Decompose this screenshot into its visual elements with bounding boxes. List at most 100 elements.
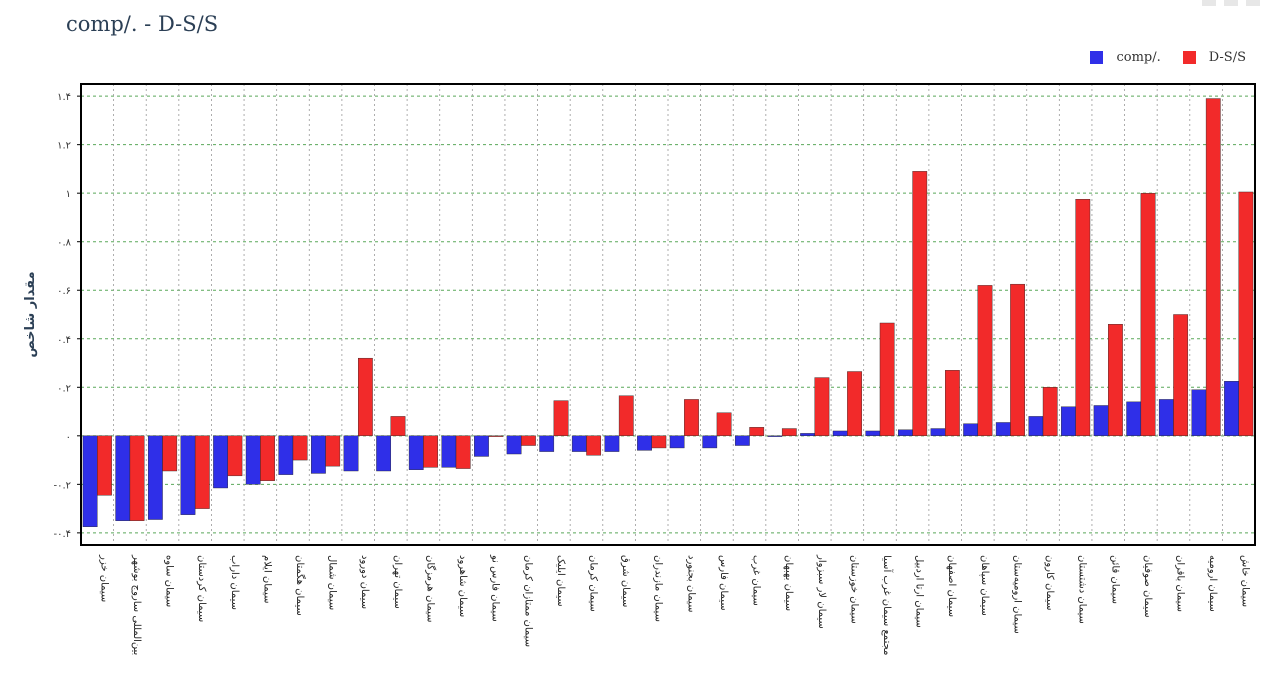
- pan-icon[interactable]: [1224, 0, 1238, 6]
- bar-comp[interactable]: [800, 433, 815, 437]
- y-tick-label: ۱.۴: [57, 92, 71, 103]
- legend-item-ds[interactable]: D-S/S: [1182, 50, 1246, 65]
- bar-comp[interactable]: [702, 435, 718, 449]
- x-tick-label: سیمان هرمزگان: [424, 555, 436, 623]
- x-tick-label: سیمان ممتازان کرمان: [522, 555, 533, 647]
- bar-ds[interactable]: [944, 370, 960, 437]
- x-tick-label: سیمان ارومیه: [1207, 555, 1218, 612]
- x-tick-label: سیمان باقران: [1174, 555, 1185, 612]
- y-tick-label: ۰.۴: [57, 335, 71, 346]
- x-tick-label: بین‌المللی ساروج بوشهر: [131, 554, 142, 655]
- bar-ds[interactable]: [455, 435, 471, 469]
- bar-ds[interactable]: [129, 435, 145, 521]
- bar-ds[interactable]: [1108, 324, 1123, 437]
- bar-comp[interactable]: [604, 435, 620, 452]
- bar-ds[interactable]: [618, 395, 634, 437]
- y-tick-label: ۱: [66, 189, 71, 200]
- bar-ds[interactable]: [1010, 283, 1025, 437]
- bar-ds[interactable]: [977, 285, 993, 437]
- bar-ds[interactable]: [97, 435, 112, 496]
- x-tick-label: سیمان خاش: [1240, 555, 1251, 607]
- bar-ds[interactable]: [260, 435, 275, 481]
- bar-comp[interactable]: [571, 435, 587, 452]
- x-tick-label: سیمان ساوه: [164, 555, 175, 607]
- bar-ds[interactable]: [423, 435, 438, 468]
- bar-comp[interactable]: [82, 435, 98, 528]
- legend-item-comp[interactable]: comp/.: [1090, 50, 1161, 65]
- x-tick-label: سیمان ارتا اردبیل: [914, 555, 925, 628]
- bar-ds[interactable]: [847, 371, 862, 437]
- bar-ds[interactable]: [716, 412, 732, 437]
- bar-comp[interactable]: [245, 435, 261, 485]
- x-tick-label: سیمان ایلام: [261, 555, 272, 603]
- bar-comp[interactable]: [506, 435, 522, 455]
- y-tick-label: ۰.۲: [57, 383, 71, 394]
- y-tick-label: ۱.۲: [57, 141, 71, 152]
- bar-ds[interactable]: [684, 399, 699, 437]
- bar-ds[interactable]: [325, 435, 341, 467]
- bar-ds[interactable]: [1140, 192, 1156, 437]
- bar-ds[interactable]: [292, 435, 308, 461]
- bar-comp[interactable]: [1158, 399, 1174, 437]
- bar-comp[interactable]: [408, 435, 424, 470]
- bar-comp[interactable]: [930, 428, 946, 437]
- bar-comp[interactable]: [343, 435, 359, 472]
- bar-comp[interactable]: [865, 430, 881, 437]
- bar-ds[interactable]: [781, 428, 797, 437]
- bar-ds[interactable]: [1075, 199, 1091, 437]
- bar-ds[interactable]: [749, 427, 765, 437]
- bar-ds[interactable]: [227, 435, 243, 477]
- bar-ds[interactable]: [912, 171, 928, 437]
- bar-ds[interactable]: [586, 435, 602, 456]
- bar-comp[interactable]: [1028, 416, 1044, 437]
- bar-comp[interactable]: [474, 435, 489, 457]
- bar-comp[interactable]: [995, 422, 1011, 437]
- x-tick-label: سیمان مازندران: [653, 555, 664, 622]
- bar-comp[interactable]: [441, 435, 457, 468]
- bar-ds[interactable]: [488, 435, 504, 437]
- bar-ds[interactable]: [1238, 191, 1254, 437]
- bar-comp[interactable]: [539, 435, 555, 452]
- bar-ds[interactable]: [162, 435, 178, 472]
- reset-icon[interactable]: [1246, 0, 1260, 6]
- y-tick-label: -۰.۴: [53, 529, 71, 540]
- bar-comp[interactable]: [147, 435, 163, 520]
- bar-comp[interactable]: [832, 430, 848, 437]
- bar-ds[interactable]: [390, 416, 406, 437]
- bar-comp[interactable]: [637, 435, 652, 451]
- x-tick-label: سیمان ارومیه‌ستان: [1011, 555, 1022, 634]
- bar-comp[interactable]: [376, 435, 392, 472]
- bar-comp[interactable]: [1191, 389, 1207, 437]
- x-tick-label: سیمان هگمتان: [294, 555, 306, 616]
- bar-comp[interactable]: [115, 435, 131, 521]
- bar-ds[interactable]: [1173, 314, 1189, 437]
- bar-ds[interactable]: [879, 322, 895, 437]
- y-tick-label: ۰.۸: [57, 238, 72, 249]
- bar-ds[interactable]: [194, 435, 210, 509]
- bar-comp[interactable]: [767, 435, 783, 437]
- y-axis-label: مقدار شاخص: [23, 271, 38, 357]
- bar-ds[interactable]: [1042, 387, 1058, 437]
- bar-comp[interactable]: [1224, 381, 1239, 437]
- bar-comp[interactable]: [734, 435, 750, 446]
- bar-comp[interactable]: [898, 429, 913, 437]
- zoom-icon[interactable]: [1202, 0, 1216, 6]
- bar-ds[interactable]: [521, 435, 536, 446]
- bar-ds[interactable]: [651, 435, 667, 449]
- bar-ds[interactable]: [357, 357, 373, 437]
- bar-comp[interactable]: [963, 423, 979, 437]
- bar-comp[interactable]: [278, 435, 294, 475]
- bar-comp[interactable]: [1093, 405, 1109, 437]
- bar-ds[interactable]: [1205, 98, 1221, 437]
- bar-ds[interactable]: [814, 377, 830, 437]
- x-tick-label: سیمان غرب: [751, 555, 762, 606]
- bar-comp[interactable]: [311, 435, 326, 474]
- bar-comp[interactable]: [669, 435, 685, 449]
- x-tick-label: سیمان خزر: [98, 554, 109, 602]
- bar-comp[interactable]: [1126, 401, 1142, 437]
- bar-comp[interactable]: [180, 435, 196, 515]
- bar-ds[interactable]: [553, 400, 569, 437]
- bar-comp[interactable]: [213, 435, 228, 489]
- bar-comp[interactable]: [1061, 406, 1076, 437]
